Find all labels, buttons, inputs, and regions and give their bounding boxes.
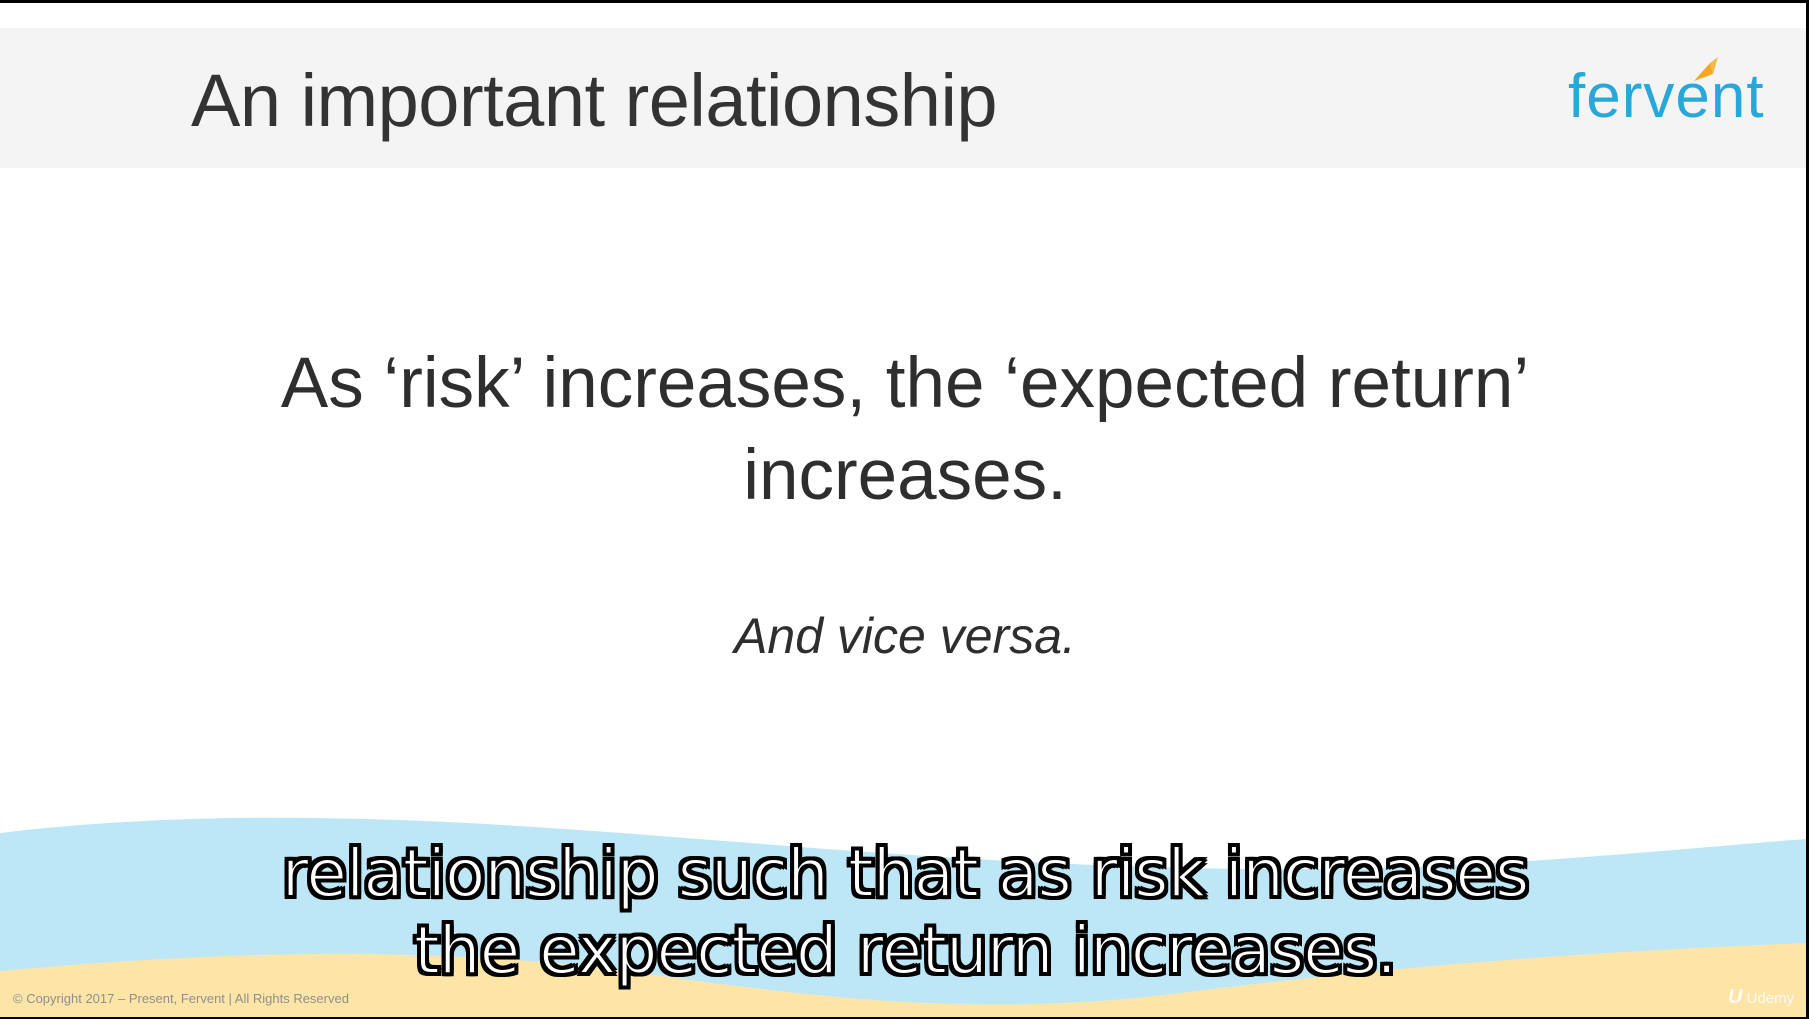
udemy-logo-icon: U [1728,986,1743,1008]
fervent-logo: fervent [1568,57,1780,141]
decorative-waves [0,817,1806,1017]
slide: An important relationship fervent As ‘ri… [0,3,1806,1017]
slide-title: An important relationship [191,59,998,142]
main-statement: As ‘risk’ increases, the ‘expected retur… [280,344,1530,515]
paper-plane-icon [1694,57,1718,81]
udemy-label: Udemy [1746,990,1795,1007]
udemy-watermark: U Udemy [1728,986,1794,1009]
copyright-text: © Copyright 2017 – Present, Fervent | Al… [13,991,349,1006]
logo-text: fervent [1568,62,1765,131]
sub-statement: And vice versa. [734,608,1076,664]
slide-header-band [0,28,1806,168]
subtitle-line-2: the expected return increases. [413,911,1398,990]
subtitle-caption: relationship such that as risk increases… [150,834,1660,990]
subtitle-line-1: relationship such that as risk increases [281,834,1531,913]
